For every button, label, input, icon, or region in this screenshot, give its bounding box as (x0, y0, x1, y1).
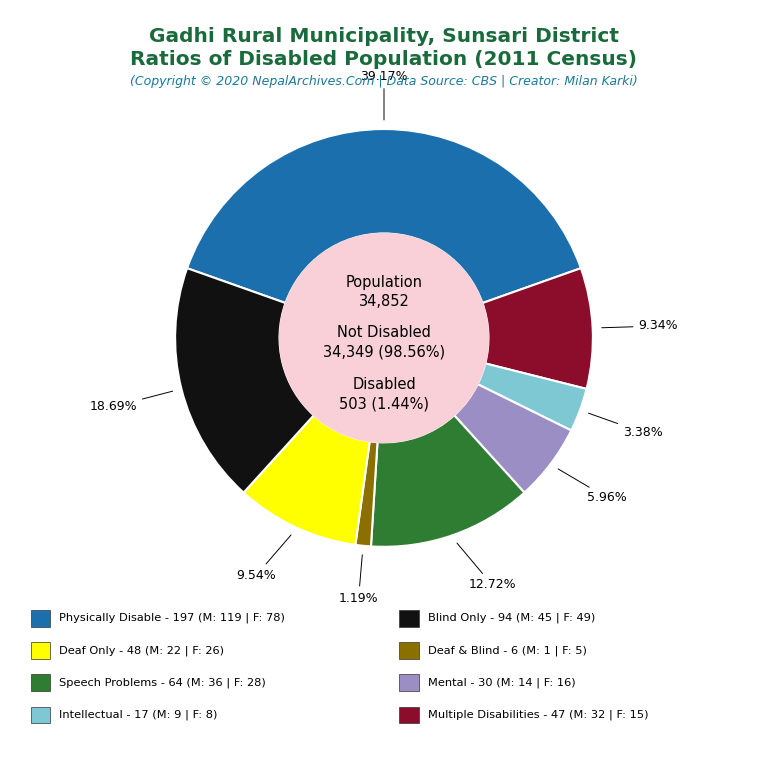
Text: Physically Disable - 197 (M: 119 | F: 78): Physically Disable - 197 (M: 119 | F: 78… (59, 613, 285, 624)
Text: Blind Only - 94 (M: 45 | F: 49): Blind Only - 94 (M: 45 | F: 49) (428, 613, 595, 624)
Wedge shape (243, 415, 369, 545)
Wedge shape (482, 268, 593, 389)
Text: Speech Problems - 64 (M: 36 | F: 28): Speech Problems - 64 (M: 36 | F: 28) (59, 677, 266, 688)
Text: 12.72%: 12.72% (457, 543, 516, 591)
Text: 39.17%: 39.17% (360, 70, 408, 120)
Wedge shape (371, 415, 525, 547)
Text: Gadhi Rural Municipality, Sunsari District: Gadhi Rural Municipality, Sunsari Distri… (149, 27, 619, 46)
Circle shape (280, 233, 488, 442)
Text: Deaf & Blind - 6 (M: 1 | F: 5): Deaf & Blind - 6 (M: 1 | F: 5) (428, 645, 587, 656)
Text: 9.34%: 9.34% (601, 319, 678, 333)
Wedge shape (187, 129, 581, 303)
Wedge shape (478, 363, 587, 431)
Text: 9.54%: 9.54% (237, 535, 291, 582)
Wedge shape (356, 442, 378, 546)
Text: Multiple Disabilities - 47 (M: 32 | F: 15): Multiple Disabilities - 47 (M: 32 | F: 1… (428, 710, 648, 720)
Text: 18.69%: 18.69% (89, 391, 173, 413)
Text: Ratios of Disabled Population (2011 Census): Ratios of Disabled Population (2011 Cens… (131, 50, 637, 69)
Text: Disabled
503 (1.44%): Disabled 503 (1.44%) (339, 377, 429, 412)
Text: 3.38%: 3.38% (588, 413, 663, 439)
Text: Population
34,852: Population 34,852 (346, 275, 422, 310)
Text: Intellectual - 17 (M: 9 | F: 8): Intellectual - 17 (M: 9 | F: 8) (59, 710, 217, 720)
Text: Mental - 30 (M: 14 | F: 16): Mental - 30 (M: 14 | F: 16) (428, 677, 575, 688)
Text: Deaf Only - 48 (M: 22 | F: 26): Deaf Only - 48 (M: 22 | F: 26) (59, 645, 224, 656)
Wedge shape (454, 384, 571, 492)
Text: Not Disabled
34,349 (98.56%): Not Disabled 34,349 (98.56%) (323, 325, 445, 359)
Text: 1.19%: 1.19% (339, 554, 379, 604)
Text: (Copyright © 2020 NepalArchives.Com | Data Source: CBS | Creator: Milan Karki): (Copyright © 2020 NepalArchives.Com | Da… (130, 75, 638, 88)
Wedge shape (175, 268, 314, 492)
Text: 5.96%: 5.96% (558, 469, 627, 505)
